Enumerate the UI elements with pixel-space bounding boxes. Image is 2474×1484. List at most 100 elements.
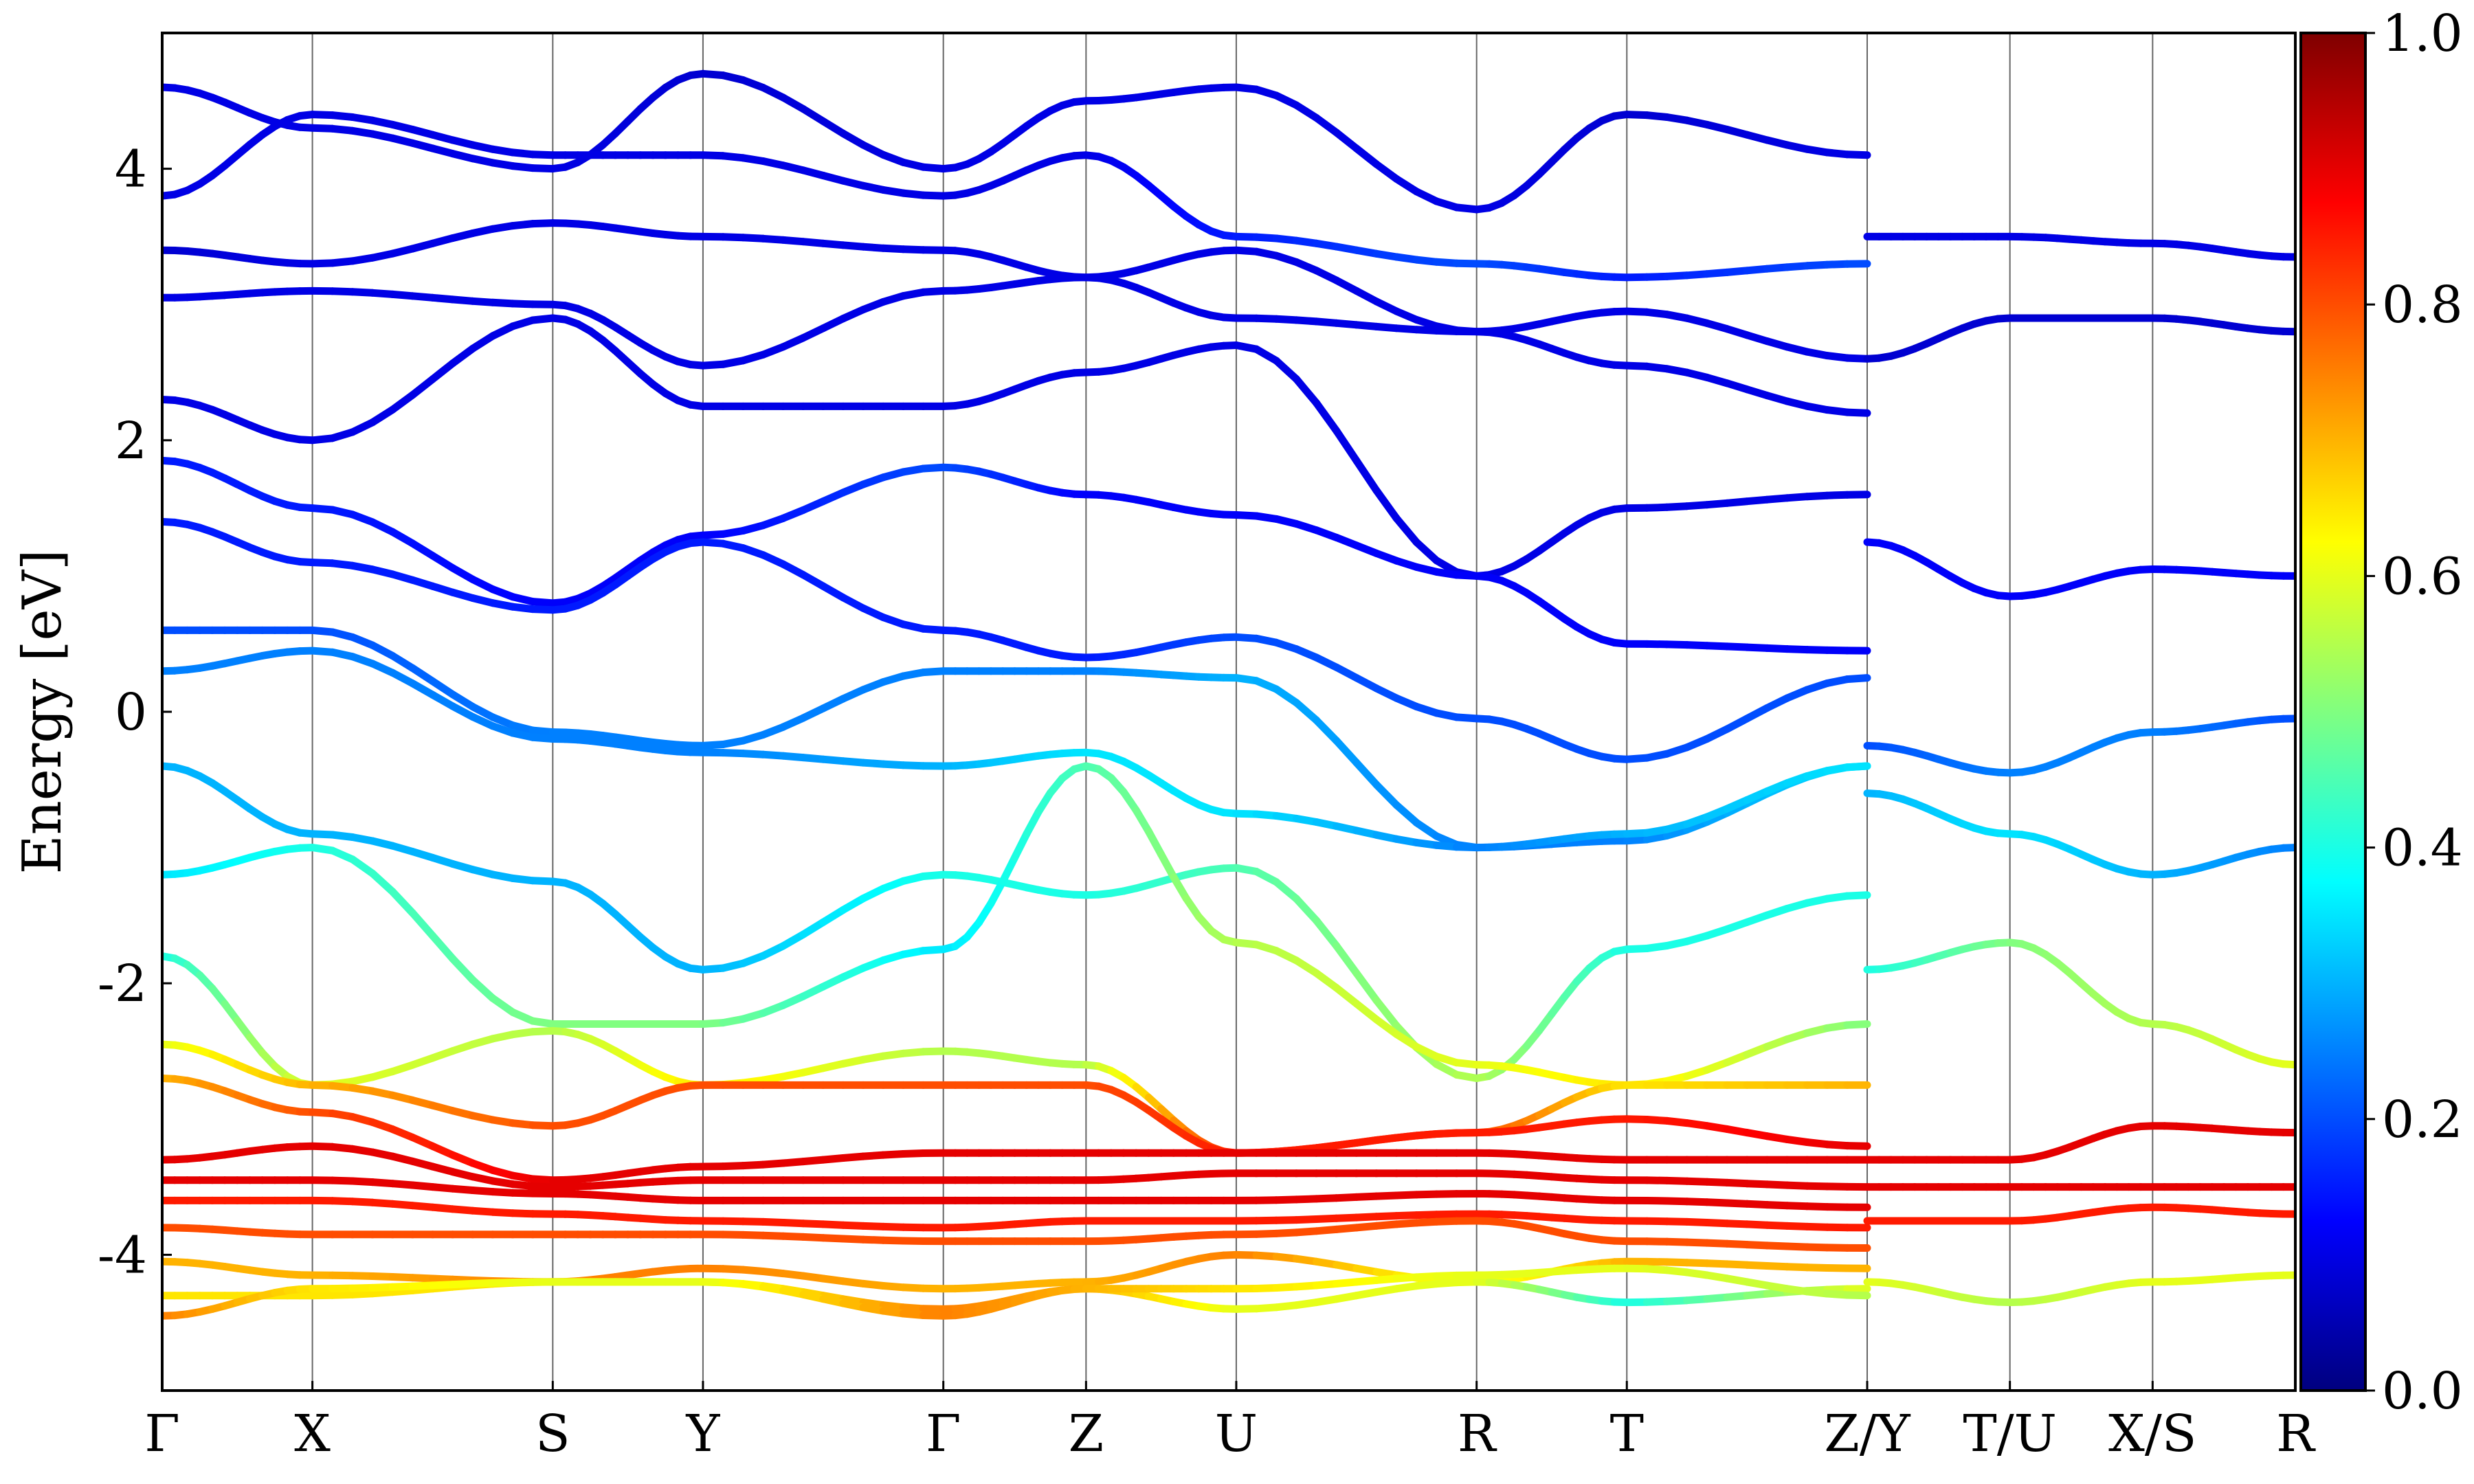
x-axis-ticks: Γ X S Y Γ Z U R T Z/Y T/U X/S R xyxy=(144,1381,2316,1463)
band-segment xyxy=(469,976,497,1002)
band-segment xyxy=(1352,456,1381,495)
band-segment xyxy=(1843,1291,1871,1300)
band-segment xyxy=(1157,851,1178,881)
band-line xyxy=(1863,1122,2295,1164)
band-segment xyxy=(1392,175,1420,196)
band-line xyxy=(162,1040,1871,1157)
colorbar-tick-label: 1.0 xyxy=(2382,4,2463,63)
band-segment xyxy=(449,690,477,711)
band-segment xyxy=(449,702,477,721)
band-segment xyxy=(1372,160,1401,183)
band-segment xyxy=(1743,704,1771,723)
band-segment xyxy=(1272,357,1300,383)
band-segment xyxy=(429,677,457,699)
kpoint-gridlines xyxy=(311,33,2154,1391)
band-segment xyxy=(1333,737,1361,767)
band-segment xyxy=(408,679,436,699)
band-segment xyxy=(1144,827,1166,858)
band-segment xyxy=(1843,891,1871,900)
band-segment xyxy=(408,909,436,940)
band-segment xyxy=(1252,345,1280,365)
band-line xyxy=(1863,232,2295,261)
band-segment xyxy=(408,664,436,685)
band-segment xyxy=(1170,873,1190,903)
band-segment xyxy=(1011,830,1031,862)
band-line xyxy=(162,1142,1871,1191)
band-segment xyxy=(1352,144,1381,168)
x-tick-label: S xyxy=(535,1404,570,1463)
band-segment xyxy=(449,954,477,984)
colorbar-ticks: 0.0 0.2 0.4 0.6 0.8 1.0 xyxy=(2365,4,2463,1421)
band-segment xyxy=(1843,408,1871,417)
band-segment xyxy=(987,877,1007,908)
band-segment xyxy=(1292,956,1320,977)
x-tick-label: X xyxy=(294,1404,331,1463)
band-line xyxy=(162,69,1871,214)
band-segment xyxy=(799,105,827,125)
band-segment xyxy=(368,641,397,660)
band-segment xyxy=(408,539,436,560)
x-tick-label: T/U xyxy=(1963,1404,2057,1463)
y-tick-label: -2 xyxy=(98,954,147,1013)
x-tick-label: X/S xyxy=(2108,1404,2196,1463)
band-segment xyxy=(1132,806,1152,835)
band-segment xyxy=(1392,1030,1420,1051)
band-segment xyxy=(449,564,477,583)
band-segment xyxy=(999,853,1018,886)
band-line xyxy=(1863,1271,2295,1307)
band-segment xyxy=(1333,984,1361,1008)
band-line xyxy=(162,273,1871,417)
colorbar-tick-label: 0.0 xyxy=(2382,1362,2463,1421)
band-segment xyxy=(1372,1015,1401,1038)
band-segment xyxy=(779,930,807,950)
band-segment xyxy=(1412,818,1440,840)
colorbar-tick-label: 0.4 xyxy=(2382,819,2463,878)
y-axis-ticks: 4 2 0 -2 -4 xyxy=(98,140,172,1285)
band-segment xyxy=(1333,427,1361,464)
band-line xyxy=(162,219,1871,363)
band-segment xyxy=(839,594,867,612)
band-segment xyxy=(1292,895,1320,925)
band-line xyxy=(1863,938,2295,1069)
band-segment xyxy=(1272,878,1300,903)
band-segment xyxy=(1313,917,1341,950)
band-segment xyxy=(1313,114,1341,137)
band-segment xyxy=(1843,674,1871,684)
band-segment xyxy=(368,405,397,427)
band-segment xyxy=(799,918,827,938)
band-lines xyxy=(162,69,2295,1320)
band-segment xyxy=(1292,699,1320,724)
x-tick-label: U xyxy=(1215,1404,1258,1463)
y-tick-label: 0 xyxy=(115,683,147,742)
band-segment xyxy=(1392,801,1420,827)
band-line xyxy=(162,952,1871,1157)
band-segment xyxy=(1292,101,1320,122)
x-tick-label: Γ xyxy=(144,1404,179,1463)
band-segment xyxy=(819,117,847,137)
band-segment xyxy=(348,855,377,877)
band-segment xyxy=(1412,538,1440,565)
band-segment xyxy=(469,332,497,352)
band-segment xyxy=(489,994,517,1016)
band-line xyxy=(162,517,1871,763)
band-segment xyxy=(839,129,867,149)
band-line xyxy=(1863,789,2295,879)
band-segment xyxy=(429,359,457,383)
colorbar-tick-label: 0.6 xyxy=(2382,547,2463,606)
band-line xyxy=(162,762,1871,1082)
band-segment xyxy=(1313,969,1341,992)
band-segment xyxy=(1313,716,1341,745)
band-segment xyxy=(1352,969,1381,1004)
x-tick-label: T xyxy=(1610,1404,1644,1463)
band-segment xyxy=(388,888,416,917)
band-line xyxy=(162,111,1871,282)
band-segment xyxy=(449,344,477,368)
x-tick-label: Z/Y xyxy=(1824,1404,1910,1463)
band-line xyxy=(162,314,1871,580)
band-segment xyxy=(1843,762,1871,772)
band-segment xyxy=(1372,486,1401,522)
x-tick-label: R xyxy=(2276,1404,2316,1463)
band-line xyxy=(162,626,1871,852)
x-tick-label: Y xyxy=(685,1404,720,1463)
